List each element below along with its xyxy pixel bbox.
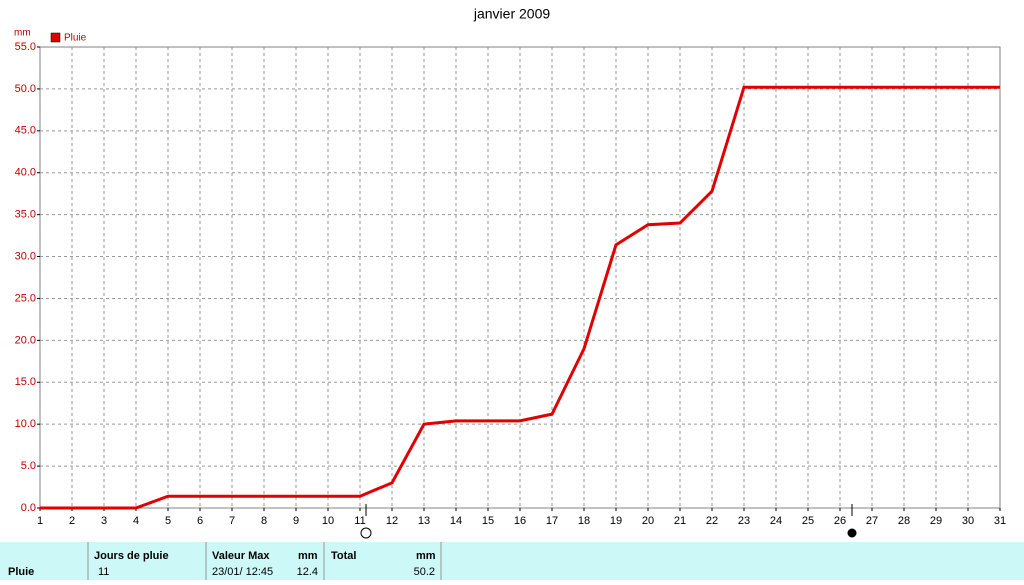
x-tick-label: 27	[866, 515, 878, 527]
x-tick-label: 24	[770, 515, 782, 527]
new-moon	[360, 527, 372, 539]
x-tick-label: 7	[229, 515, 235, 527]
x-tick-label: 19	[610, 515, 622, 527]
y-tick-label: 50.0	[15, 83, 36, 95]
x-tick-label: 12	[386, 515, 398, 527]
x-tick-label: 16	[514, 515, 526, 527]
y-unit: mm	[14, 28, 31, 39]
table-header: Valeur Max	[212, 550, 270, 562]
table-cell: 23/01/ 12:45	[212, 566, 273, 578]
x-tick-label: 23	[738, 515, 750, 527]
y-tick-label: 5.0	[21, 460, 36, 472]
y-tick-label: 35.0	[15, 209, 36, 221]
chart-title: janvier 2009	[473, 6, 550, 22]
table-cell: 50.2	[414, 566, 435, 578]
x-tick-label: 8	[261, 515, 267, 527]
x-tick-label: 26	[834, 515, 846, 527]
y-tick-label: 15.0	[15, 376, 36, 388]
x-tick-label: 15	[482, 515, 494, 527]
x-tick-label: 1	[37, 515, 43, 527]
table-row-label: Pluie	[8, 566, 34, 578]
x-tick-label: 31	[994, 515, 1006, 527]
x-tick-label: 18	[578, 515, 590, 527]
x-tick-label: 17	[546, 515, 558, 527]
x-tick-label: 2	[69, 515, 75, 527]
x-tick-label: 25	[802, 515, 814, 527]
x-tick-label: 28	[898, 515, 910, 527]
x-tick-label: 10	[322, 515, 334, 527]
y-tick-label: 20.0	[15, 334, 36, 346]
x-tick-label: 14	[450, 515, 462, 527]
y-tick-label: 10.0	[15, 418, 36, 430]
table-header: mm	[416, 550, 436, 562]
table-header: Total	[331, 550, 356, 562]
x-tick-label: 30	[962, 515, 974, 527]
x-tick-label: 21	[674, 515, 686, 527]
full-moon	[847, 528, 857, 538]
y-tick-label: 55.0	[15, 41, 36, 53]
y-tick-label: 30.0	[15, 250, 36, 262]
x-tick-label: 4	[133, 515, 139, 527]
y-tick-label: 40.0	[15, 167, 36, 179]
y-tick-label: 0.0	[21, 502, 36, 514]
x-tick-label: 22	[706, 515, 718, 527]
legend-swatch	[50, 32, 61, 43]
y-tick-label: 45.0	[15, 125, 36, 137]
x-tick-label: 20	[642, 515, 654, 527]
x-tick-label: 5	[165, 515, 171, 527]
x-tick-label: 3	[101, 515, 107, 527]
x-tick-label: 13	[418, 515, 430, 527]
table-panel	[0, 542, 1024, 580]
table-header: mm	[298, 550, 318, 562]
legend-label: Pluie	[64, 33, 87, 44]
x-tick-label: 6	[197, 515, 203, 527]
table-header: Jours de pluie	[94, 550, 169, 562]
table-cell: 11	[98, 566, 109, 578]
table-cell: 12.4	[297, 566, 318, 578]
series-line	[40, 85, 1000, 510]
x-tick-label: 29	[930, 515, 942, 527]
x-tick-label: 9	[293, 515, 299, 527]
x-tick-label: 11	[354, 515, 365, 527]
y-tick-label: 25.0	[15, 292, 36, 304]
